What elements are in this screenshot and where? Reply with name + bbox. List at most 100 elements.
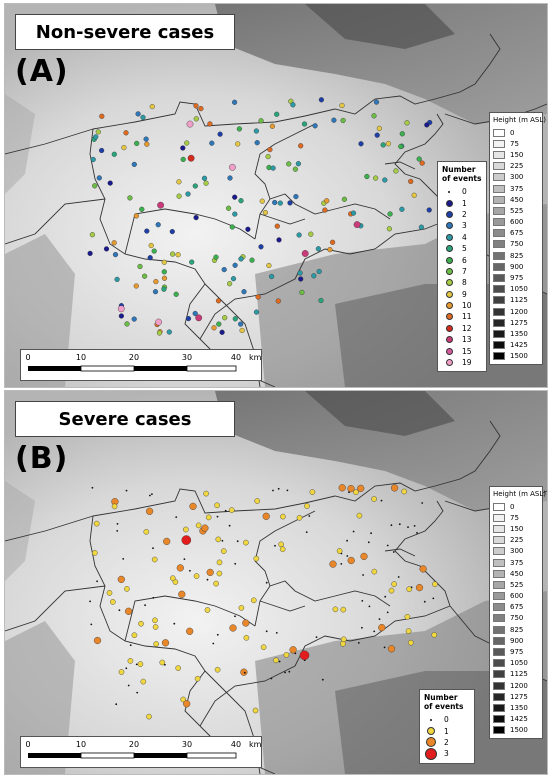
scale-tick-label: 10 xyxy=(76,353,86,362)
event-marker xyxy=(217,131,223,137)
height-level-label: 300 xyxy=(510,547,524,556)
event-marker xyxy=(222,315,228,321)
scale-tick-label: 0 xyxy=(25,353,30,362)
event-marker xyxy=(386,226,393,232)
height-legend-a: Height (m ASL) 0 75 150 225 300 375 450 525 600 6… xyxy=(489,112,546,365)
height-swatch xyxy=(493,173,505,182)
event-marker xyxy=(272,489,274,492)
events-legend-symbol xyxy=(442,359,456,367)
panel-b-label: (B) xyxy=(15,441,69,476)
event-marker xyxy=(367,541,370,544)
event-marker xyxy=(176,179,182,185)
height-swatch xyxy=(493,692,505,701)
events-legend-item: 9 xyxy=(442,289,482,300)
event-marker xyxy=(416,156,422,162)
event-marker xyxy=(111,503,118,510)
event-marker xyxy=(236,126,243,132)
height-level-label: 1350 xyxy=(510,703,528,712)
height-swatch xyxy=(493,580,505,589)
height-swatch xyxy=(493,648,505,657)
event-marker xyxy=(362,574,364,576)
event-marker xyxy=(161,269,167,275)
event-marker xyxy=(229,624,237,632)
event-marker xyxy=(125,489,128,492)
height-legend-row: 825 xyxy=(493,624,539,635)
event-marker xyxy=(216,321,222,327)
height-level-label: 375 xyxy=(510,184,524,193)
event-marker xyxy=(111,240,117,246)
event-marker xyxy=(340,606,347,613)
event-marker xyxy=(279,546,286,552)
height-level-label: 225 xyxy=(510,162,524,171)
events-legend-symbol xyxy=(442,245,456,253)
event-marker xyxy=(331,117,337,123)
event-marker xyxy=(298,143,304,149)
height-level-label: 750 xyxy=(510,614,524,623)
event-marker xyxy=(157,201,165,209)
height-level-label: 600 xyxy=(510,592,524,601)
event-marker xyxy=(133,213,140,219)
height-swatch xyxy=(493,536,505,545)
height-level-label: 1425 xyxy=(510,715,528,724)
event-marker xyxy=(224,509,227,512)
event-marker xyxy=(180,145,186,151)
event-marker xyxy=(112,252,119,258)
events-legend-item: 6 xyxy=(442,254,482,265)
event-marker xyxy=(90,623,93,626)
scale-segment xyxy=(80,365,135,372)
event-marker xyxy=(239,327,245,334)
height-level-label: 1275 xyxy=(510,692,528,701)
height-swatch xyxy=(493,251,505,260)
height-swatch xyxy=(493,229,505,238)
event-marker xyxy=(360,552,368,561)
event-marker xyxy=(180,696,186,703)
height-swatch xyxy=(493,285,505,294)
event-marker xyxy=(207,121,213,127)
event-marker xyxy=(252,707,259,714)
event-marker xyxy=(397,576,400,578)
event-marker xyxy=(274,111,280,117)
event-marker xyxy=(245,226,251,232)
event-marker xyxy=(131,161,137,168)
event-marker xyxy=(265,581,268,584)
event-markers-a xyxy=(87,97,433,336)
event-marker xyxy=(147,255,153,261)
height-level-label: 1500 xyxy=(510,726,528,735)
height-legend-row: 1425 xyxy=(493,340,539,351)
event-marker xyxy=(143,136,149,142)
event-marker xyxy=(243,671,246,674)
event-marker xyxy=(175,252,181,258)
event-marker xyxy=(127,195,133,201)
height-legend-row: 0 xyxy=(493,127,539,138)
event-marker xyxy=(361,626,363,629)
height-legend-row: 375 xyxy=(493,183,539,194)
events-legend-label: 9 xyxy=(462,289,467,299)
event-marker xyxy=(392,551,395,553)
event-marker xyxy=(398,523,401,526)
event-marker xyxy=(399,206,405,212)
event-marker xyxy=(286,489,289,492)
event-marker xyxy=(140,114,146,121)
height-legend-row: 900 xyxy=(493,635,539,646)
height-legend-row: 300 xyxy=(493,172,539,183)
events-legend-item: 3 xyxy=(424,747,470,760)
event-marker xyxy=(299,650,310,661)
scale-tick-label: 10 xyxy=(76,740,86,749)
height-level-label: 1425 xyxy=(510,341,528,350)
event-marker xyxy=(216,515,219,518)
event-marker xyxy=(312,123,318,129)
events-legend-label: 1 xyxy=(444,726,449,736)
height-swatch xyxy=(493,206,505,215)
event-marker xyxy=(315,636,318,638)
event-marker xyxy=(144,141,150,147)
event-marker xyxy=(266,262,272,269)
events-legend-label: 12 xyxy=(462,323,472,333)
event-marker xyxy=(166,329,172,335)
event-marker xyxy=(212,642,215,645)
event-marker xyxy=(129,644,132,647)
event-marker xyxy=(329,560,337,568)
height-level-label: 0 xyxy=(510,502,515,511)
event-marker xyxy=(122,558,125,560)
event-marker xyxy=(187,154,195,162)
event-marker xyxy=(346,539,348,542)
